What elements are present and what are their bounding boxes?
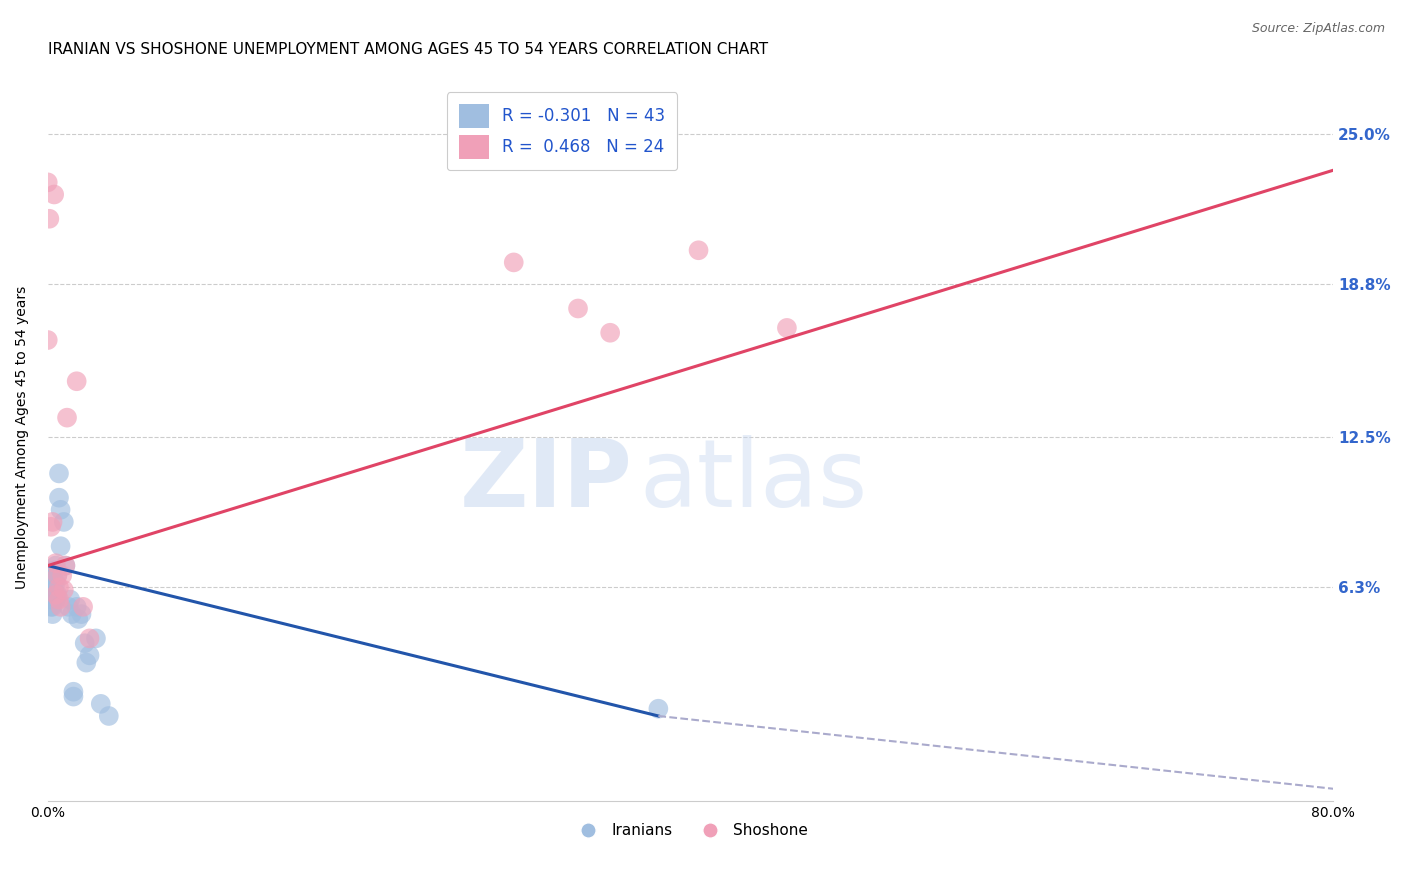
Point: [62, 684, 84, 698]
Point: [45, 558, 67, 573]
Point: [59, 592, 82, 607]
Point: [48, 581, 70, 595]
Point: [52, 582, 75, 597]
Point: [44, 575, 66, 590]
Point: [46, 568, 69, 582]
Point: [62, 690, 84, 704]
Point: [567, 301, 589, 316]
Point: [51, 568, 73, 582]
Point: [45, 588, 67, 602]
Point: [45, 575, 67, 590]
Point: [49, 599, 72, 614]
Point: [67, 612, 90, 626]
Point: [776, 321, 799, 335]
Point: [72, 599, 94, 614]
Point: [647, 702, 669, 716]
Point: [41, 592, 63, 607]
Point: [48, 592, 70, 607]
Point: [45, 588, 67, 602]
Point: [48, 491, 70, 505]
Point: [48, 467, 70, 481]
Point: [49, 503, 72, 517]
Point: [41, 581, 63, 595]
Point: [79, 648, 101, 663]
Point: [56, 410, 79, 425]
Point: [90, 697, 112, 711]
Point: [37, 175, 59, 189]
Point: [46, 568, 69, 582]
Point: [58, 599, 80, 614]
Point: [52, 515, 75, 529]
Point: [38, 211, 60, 226]
Point: [49, 539, 72, 553]
Point: [41, 515, 63, 529]
Point: [45, 556, 67, 570]
Point: [39, 599, 62, 614]
Point: [66, 599, 89, 614]
Point: [39, 520, 62, 534]
Point: [44, 592, 66, 607]
Point: [41, 607, 63, 621]
Text: atlas: atlas: [640, 434, 868, 526]
Point: [45, 592, 67, 607]
Point: [60, 607, 83, 621]
Point: [38, 581, 60, 595]
Point: [84, 632, 107, 646]
Point: [44, 564, 66, 578]
Point: [38, 592, 60, 607]
Point: [55, 558, 77, 573]
Point: [37, 588, 59, 602]
Point: [44, 588, 66, 602]
Text: ZIP: ZIP: [460, 434, 633, 526]
Point: [39, 581, 62, 595]
Point: [55, 558, 77, 573]
Point: [70, 607, 93, 621]
Point: [66, 374, 89, 388]
Legend: Iranians, Shoshone: Iranians, Shoshone: [567, 817, 814, 844]
Point: [73, 636, 96, 650]
Point: [502, 255, 524, 269]
Point: [599, 326, 621, 340]
Point: [75, 656, 97, 670]
Point: [37, 333, 59, 347]
Point: [39, 588, 62, 602]
Point: [97, 709, 120, 723]
Point: [41, 599, 63, 614]
Point: [688, 244, 710, 258]
Point: [41, 568, 63, 582]
Point: [79, 632, 101, 646]
Point: [39, 568, 62, 582]
Point: [46, 588, 69, 602]
Y-axis label: Unemployment Among Ages 45 to 54 years: Unemployment Among Ages 45 to 54 years: [15, 285, 30, 589]
Point: [44, 187, 66, 202]
Text: Source: ZipAtlas.com: Source: ZipAtlas.com: [1251, 22, 1385, 36]
Text: IRANIAN VS SHOSHONE UNEMPLOYMENT AMONG AGES 45 TO 54 YEARS CORRELATION CHART: IRANIAN VS SHOSHONE UNEMPLOYMENT AMONG A…: [48, 42, 768, 57]
